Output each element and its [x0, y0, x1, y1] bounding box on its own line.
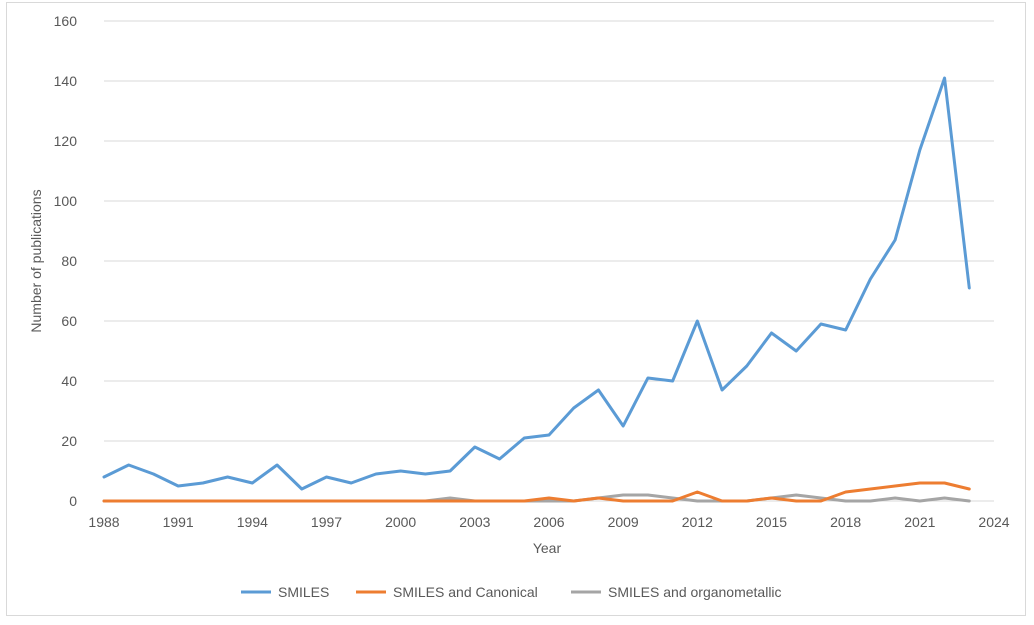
series-lines [102, 76, 971, 503]
legend-label-1: SMILES and Canonical [393, 584, 538, 600]
y-tick-label: 120 [54, 133, 78, 149]
y-tick-label: 100 [54, 193, 78, 209]
y-tick-label: 160 [54, 13, 78, 29]
x-tick-label: 2009 [608, 514, 639, 530]
x-tick-label: 1994 [237, 514, 268, 530]
series-line-1 [102, 481, 971, 503]
legend-label-0: SMILES [278, 584, 329, 600]
y-tick-label: 60 [61, 313, 77, 329]
y-tick-labels: 0 20 40 60 80 100 120 140 160 [54, 13, 78, 509]
y-tick-label: 0 [69, 493, 77, 509]
x-tick-label: 2015 [756, 514, 787, 530]
x-tick-label: 2024 [978, 514, 1009, 530]
x-tick-label: 2018 [830, 514, 861, 530]
x-tick-label: 2012 [682, 514, 713, 530]
y-tick-label: 80 [61, 253, 77, 269]
series-line-0 [102, 76, 971, 491]
y-tick-label: 40 [61, 373, 77, 389]
gridlines [104, 20, 994, 502]
y-axis-title: Number of publications [28, 189, 44, 332]
legend: SMILES SMILES and Canonical SMILES and org… [241, 584, 782, 600]
x-tick-label: 2006 [533, 514, 564, 530]
x-tick-label: 1991 [163, 514, 194, 530]
x-tick-label: 2003 [459, 514, 490, 530]
x-tick-label: 2021 [904, 514, 935, 530]
x-tick-label: 1997 [311, 514, 342, 530]
x-tick-label: 1988 [88, 514, 119, 530]
x-tick-label: 2000 [385, 514, 416, 530]
y-tick-label: 20 [61, 433, 77, 449]
x-tick-labels: 1988 1991 1994 1997 2000 2003 2006 2009 2012 2015… [88, 514, 1009, 530]
y-tick-label: 140 [54, 73, 78, 89]
x-axis-title: Year [533, 540, 562, 556]
legend-label-2: SMILES and organometallic [608, 584, 782, 600]
